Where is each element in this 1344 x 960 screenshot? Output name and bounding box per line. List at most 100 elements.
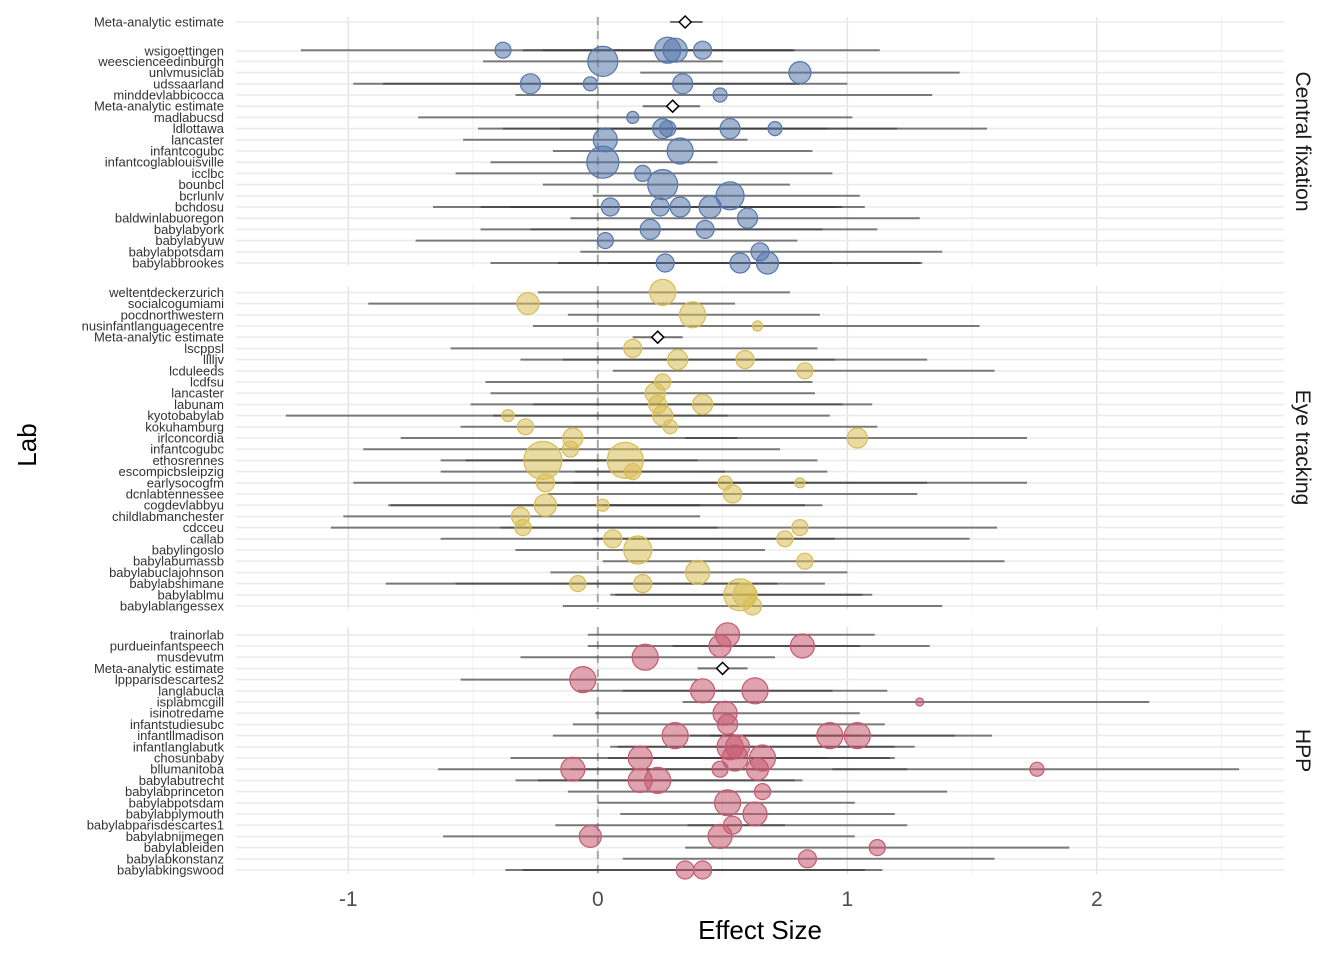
effect-point xyxy=(578,824,602,849)
effect-point xyxy=(501,409,515,423)
effect-point xyxy=(712,700,738,726)
effect-point xyxy=(732,582,758,608)
effect-point xyxy=(816,721,844,750)
lab-tick-label: kokuhamburg xyxy=(145,419,224,434)
effect-point xyxy=(582,76,598,92)
lab-tick-label: babylabkonstanz xyxy=(126,851,224,866)
effect-point xyxy=(776,530,794,548)
effect-point xyxy=(634,164,652,182)
effect-point xyxy=(915,697,925,707)
lab-tick-label: madlabucsd xyxy=(154,110,224,125)
effect-point xyxy=(843,721,871,750)
effect-point xyxy=(751,320,764,332)
effect-point xyxy=(666,137,694,165)
lab-tick-label: babylablmu xyxy=(158,587,225,602)
effect-point xyxy=(712,87,728,103)
lab-tick-label: cogdevlabbyu xyxy=(144,498,224,513)
effect-point xyxy=(722,815,743,835)
lab-tick-label: infantcogubc xyxy=(150,144,224,159)
effect-point xyxy=(742,801,768,827)
panel-central-fixation: babylabbrookesbabylabpotsdambabylabyuwba… xyxy=(94,15,1314,275)
effect-point xyxy=(794,477,806,489)
effect-point xyxy=(516,418,535,436)
lab-tick-label: lppparisdescartes2 xyxy=(115,672,224,687)
lab-tick-label: babylabyork xyxy=(154,222,225,237)
facet-strip-label: Eye tracking xyxy=(1291,390,1314,506)
effect-point xyxy=(695,219,715,239)
effect-point xyxy=(592,127,618,153)
lab-tick-label: babylabumassb xyxy=(133,554,224,569)
lab-tick-label: musdevutm xyxy=(157,650,224,665)
lab-tick-label: babylabparisdescartes1 xyxy=(87,818,224,833)
panel-eye-tracking: babylablangessexbabylablmubabylabshimane… xyxy=(82,278,1314,616)
effect-point xyxy=(603,529,623,549)
effect-point xyxy=(693,40,713,60)
lab-tick-label: babylabbrookes xyxy=(132,256,224,271)
effect-point xyxy=(753,782,772,801)
effect-point xyxy=(519,73,542,95)
x-axis-title: Effect Size xyxy=(698,915,822,945)
lab-tick-label: childlabmanchester xyxy=(112,509,225,524)
lab-tick-label: infantcogubc xyxy=(150,442,224,457)
effect-point xyxy=(672,73,694,95)
lab-tick-label: dcnlabtennessee xyxy=(126,487,224,502)
lab-tick-label: babylabprinceton xyxy=(125,784,224,799)
effect-point xyxy=(1029,761,1045,777)
lab-tick-label: nusinfantlanguagecentre xyxy=(82,319,224,334)
lab-tick-label: lllljv xyxy=(203,352,224,367)
y-axis-title: Lab xyxy=(12,423,42,466)
lab-tick-label: lancaster xyxy=(171,386,224,401)
effect-point xyxy=(767,121,783,137)
effect-point xyxy=(692,393,714,415)
lab-tick-label: unlvmusiclab xyxy=(149,65,224,80)
lab-tick-label: Meta-analytic estimate xyxy=(94,330,224,345)
effect-point xyxy=(735,350,755,370)
effect-point xyxy=(633,573,653,594)
effect-point xyxy=(569,665,597,694)
lab-tick-label: lcdfsu xyxy=(190,375,224,390)
effect-point xyxy=(679,301,707,329)
lab-tick-label: Meta-analytic estimate xyxy=(94,15,224,30)
effect-point xyxy=(639,218,661,240)
lab-tick-label: infantstudiesubc xyxy=(130,717,224,732)
effect-point xyxy=(606,441,644,479)
effect-point xyxy=(627,745,653,771)
effect-point xyxy=(650,197,670,217)
effect-point xyxy=(626,110,640,125)
lab-tick-label: wsigoettingen xyxy=(144,44,225,59)
lab-tick-label: kyotobabylab xyxy=(147,408,224,423)
lab-tick-label: isinotredame xyxy=(150,706,224,721)
x-tick-label: -1 xyxy=(339,888,358,911)
lab-tick-label: babylingoslo xyxy=(152,543,224,558)
effect-point xyxy=(789,633,816,659)
lab-tick-label: Meta-analytic estimate xyxy=(94,99,224,114)
effect-point xyxy=(796,552,814,570)
lab-tick-label: babylabkingswood xyxy=(117,863,224,878)
effect-point xyxy=(649,278,677,306)
x-tick-label: 2 xyxy=(1091,888,1103,911)
effect-point xyxy=(654,373,672,391)
lab-tick-label: irlconcordia xyxy=(158,431,225,446)
effect-point xyxy=(741,677,769,705)
lab-tick-label: bllumanitoba xyxy=(150,762,224,777)
effect-point xyxy=(729,252,751,274)
effect-point xyxy=(868,838,886,857)
effect-point xyxy=(623,535,653,565)
facet-strip-label: HPP xyxy=(1291,729,1314,772)
lab-tick-label: babylableiden xyxy=(144,840,224,855)
meta-estimate-diamond xyxy=(650,330,665,345)
lab-tick-label: trainorlab xyxy=(170,627,224,642)
panels-layer: babylabbrookesbabylabpotsdambabylabyuwba… xyxy=(82,15,1314,880)
effect-point xyxy=(748,744,777,772)
lab-tick-label: purdueinfantspeech xyxy=(110,639,224,654)
lab-tick-label: babylabplymouth xyxy=(126,807,224,822)
effect-point xyxy=(662,37,688,63)
lab-tick-label: bounbcl xyxy=(178,177,224,192)
effect-point xyxy=(647,169,679,201)
effect-point xyxy=(690,678,716,704)
effect-point xyxy=(791,518,809,537)
lab-tick-label: babylabshimane xyxy=(129,576,224,591)
effect-point xyxy=(717,475,733,491)
effect-point xyxy=(796,362,814,380)
effect-point xyxy=(562,427,584,449)
